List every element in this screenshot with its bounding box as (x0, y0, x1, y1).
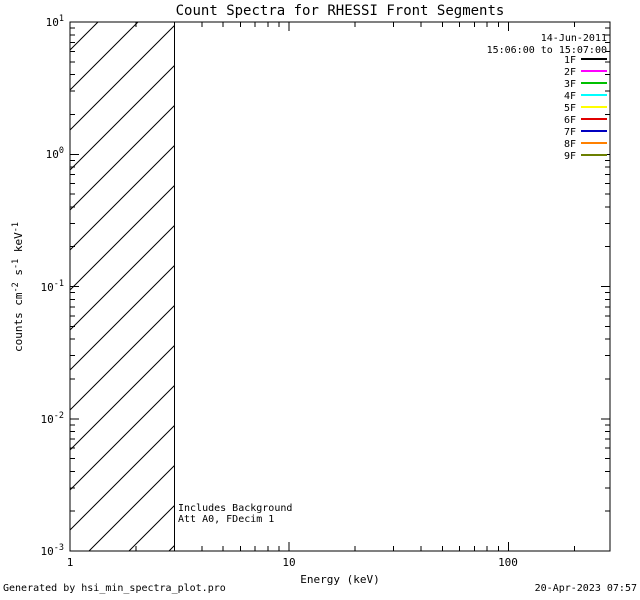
legend-entry-label: 5F (564, 103, 576, 114)
y-tick-exp: 1 (59, 14, 64, 24)
y-axis-label-part: keV (12, 232, 25, 259)
y-axis-label-part: counts cm (12, 292, 25, 352)
y-tick-exp: -3 (54, 543, 64, 553)
footer-timestamp: 20-Apr-2023 07:57 (535, 583, 637, 594)
x-tick-label: 100 (498, 556, 518, 569)
x-tick-label: 10 (282, 556, 295, 569)
legend: 14-Jun-2011 15:06:00 to 15:07:00 1F 2F 3… (487, 33, 607, 162)
legend-entry-label: 8F (564, 139, 576, 150)
annotation-attenuator-state: Att A0, FDecim 1 (178, 514, 274, 525)
y-tick-label: 100 (46, 146, 64, 161)
x-tick-label: 1 (67, 556, 74, 569)
y-tick-base: 10 (46, 16, 59, 29)
y-axis-label-sup: -2 (11, 282, 21, 292)
legend-entry-label: 1F (564, 55, 576, 66)
legend-entry-label: 2F (564, 67, 576, 78)
y-tick-label: 101 (46, 14, 64, 29)
legend-entry-label: 6F (564, 115, 576, 126)
axis-ticks (69, 21, 610, 552)
y-tick-exp: -1 (54, 279, 64, 289)
legend-entry-label: 4F (564, 91, 576, 102)
legend-time-range: 15:06:00 to 15:07:00 (487, 45, 607, 56)
hatched-region (70, 22, 175, 551)
chart-title: Count Spectra for RHESSI Front Segments (176, 3, 505, 19)
y-axis-label-sup: -1 (11, 259, 21, 269)
y-axis-label-sup: -1 (11, 222, 21, 232)
legend-entry-label: 3F (564, 79, 576, 90)
legend-entry-label: 7F (564, 127, 576, 138)
x-axis-label: Energy (keV) (300, 573, 379, 586)
y-tick-base: 10 (46, 148, 59, 161)
legend-date: 14-Jun-2011 (541, 33, 607, 44)
y-axis-label: counts cm-2 s-1 keV-1 (11, 222, 25, 352)
y-tick-base: 10 (41, 281, 54, 294)
y-tick-base: 10 (41, 413, 54, 426)
y-axis-label-part: s (12, 269, 25, 282)
y-tick-label: 10-2 (41, 411, 65, 426)
footer-credit: Generated by hsi_min_spectra_plot.pro (3, 583, 226, 594)
y-tick-label: 10-3 (41, 543, 65, 558)
annotation-includes-background: Includes Background (178, 503, 292, 514)
legend-entry-label: 9F (564, 151, 576, 162)
y-tick-exp: 0 (59, 146, 64, 156)
y-tick-exp: -2 (54, 411, 64, 421)
y-tick-base: 10 (41, 545, 54, 558)
y-tick-label: 10-1 (41, 279, 65, 294)
